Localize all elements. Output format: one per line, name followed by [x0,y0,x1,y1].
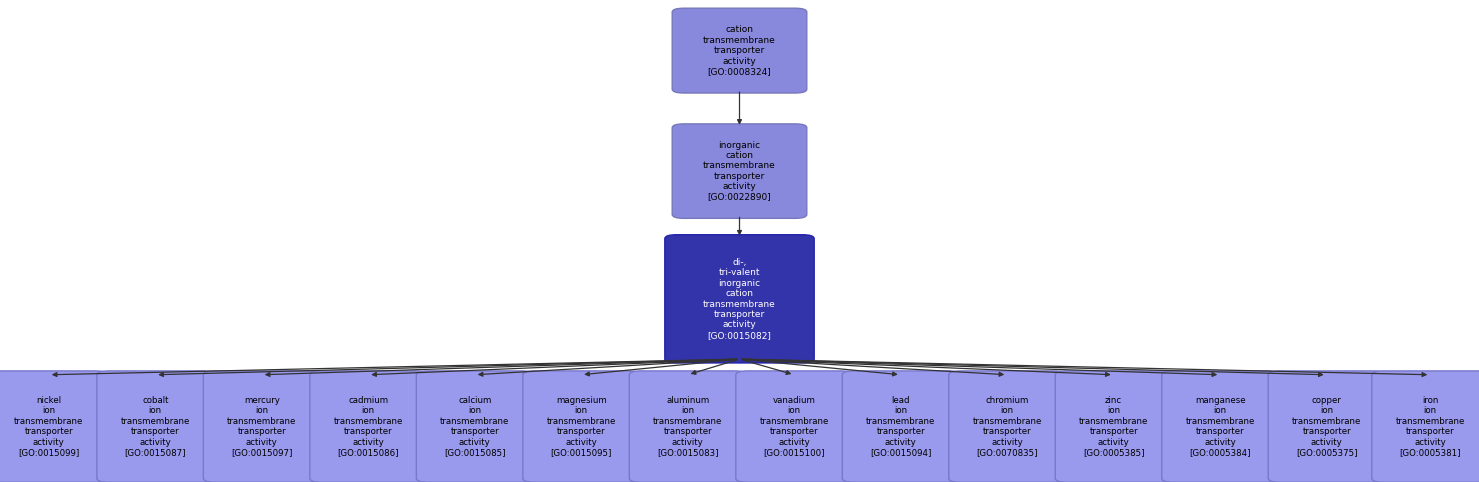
Text: vanadium
ion
transmembrane
transporter
activity
[GO:0015100]: vanadium ion transmembrane transporter a… [760,396,828,457]
FancyBboxPatch shape [737,371,852,482]
FancyBboxPatch shape [417,371,532,482]
Text: zinc
ion
transmembrane
transporter
activity
[GO:0005385]: zinc ion transmembrane transporter activ… [1080,396,1148,457]
Text: manganese
ion
transmembrane
transporter
activity
[GO:0005384]: manganese ion transmembrane transporter … [1186,396,1254,457]
Text: aluminum
ion
transmembrane
transporter
activity
[GO:0015083]: aluminum ion transmembrane transporter a… [654,396,722,457]
Text: copper
ion
transmembrane
transporter
activity
[GO:0005375]: copper ion transmembrane transporter act… [1293,396,1361,457]
Text: iron
ion
transmembrane
transporter
activity
[GO:0005381]: iron ion transmembrane transporter activ… [1396,396,1464,457]
Text: cation
transmembrane
transporter
activity
[GO:0008324]: cation transmembrane transporter activit… [703,26,776,76]
FancyBboxPatch shape [1269,371,1384,482]
FancyBboxPatch shape [630,371,745,482]
FancyBboxPatch shape [98,371,214,482]
Text: chromium
ion
transmembrane
transporter
activity
[GO:0070835]: chromium ion transmembrane transporter a… [973,396,1041,457]
Text: nickel
ion
transmembrane
transporter
activity
[GO:0015099]: nickel ion transmembrane transporter act… [15,396,83,457]
FancyBboxPatch shape [671,124,808,218]
Text: cadmium
ion
transmembrane
transporter
activity
[GO:0015086]: cadmium ion transmembrane transporter ac… [334,396,402,457]
Text: lead
ion
transmembrane
transporter
activity
[GO:0015094]: lead ion transmembrane transporter activ… [867,396,935,457]
FancyBboxPatch shape [843,371,958,482]
FancyBboxPatch shape [524,371,640,482]
FancyBboxPatch shape [203,371,319,482]
FancyBboxPatch shape [311,371,426,482]
FancyBboxPatch shape [1373,371,1479,482]
Text: inorganic
cation
transmembrane
transporter
activity
[GO:0022890]: inorganic cation transmembrane transport… [703,141,776,201]
Text: di-,
tri-valent
inorganic
cation
transmembrane
transporter
activity
[GO:0015082]: di-, tri-valent inorganic cation transme… [703,258,776,340]
Text: cobalt
ion
transmembrane
transporter
activity
[GO:0015087]: cobalt ion transmembrane transporter act… [121,396,189,457]
FancyBboxPatch shape [1162,371,1278,482]
FancyBboxPatch shape [671,8,808,93]
Text: mercury
ion
transmembrane
transporter
activity
[GO:0015097]: mercury ion transmembrane transporter ac… [228,396,296,457]
Text: magnesium
ion
transmembrane
transporter
activity
[GO:0015095]: magnesium ion transmembrane transporter … [547,396,615,457]
Text: calcium
ion
transmembrane
transporter
activity
[GO:0015085]: calcium ion transmembrane transporter ac… [441,396,509,457]
FancyBboxPatch shape [1055,371,1173,482]
FancyBboxPatch shape [950,371,1065,482]
FancyBboxPatch shape [0,371,108,482]
FancyBboxPatch shape [666,235,813,363]
